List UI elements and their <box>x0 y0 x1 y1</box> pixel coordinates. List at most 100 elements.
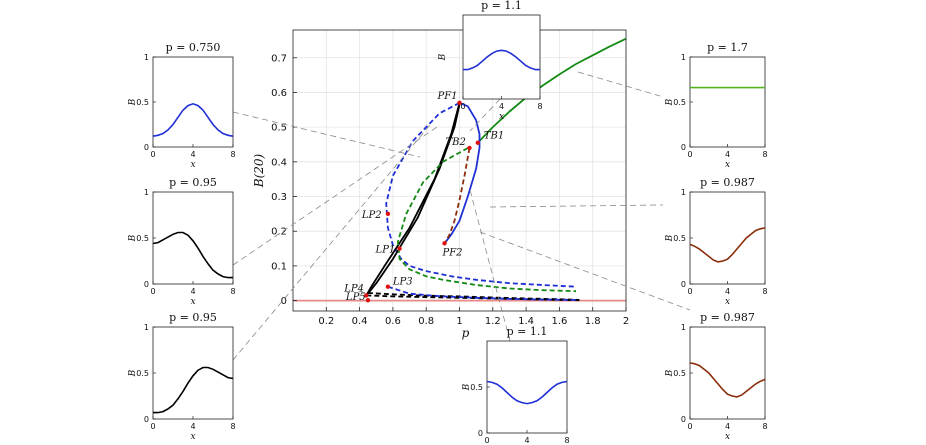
inset-title: p = 0.95 <box>169 176 217 189</box>
connector-line-6 <box>489 204 664 208</box>
inset-y-tick-label-1: 0.5 <box>673 98 686 107</box>
inset-y-tick-label-2: 1 <box>144 53 149 62</box>
y-tick-label-7: 0.7 <box>271 53 287 64</box>
point-label-TB1: TB1 <box>484 131 504 142</box>
point-label-LP2: LP2 <box>361 210 382 221</box>
inset-title: p = 0.987 <box>700 176 755 189</box>
inset-x-tick-label-0: 0 <box>150 422 155 431</box>
inset-x-tick-label-1: 4 <box>190 287 195 296</box>
point-label-PF1: PF1 <box>437 91 458 102</box>
inset-x-tick-label-1: 4 <box>725 287 730 296</box>
inset-x-tick-label-2: 8 <box>230 287 235 296</box>
inset-curve <box>153 366 234 414</box>
inset-x-tick-label-0: 0 <box>460 102 465 111</box>
inset-curve <box>689 227 766 263</box>
inset-y-tick-label-2: 1 <box>681 188 686 197</box>
inset-x-tick-label-0: 0 <box>484 436 489 445</box>
inset-y-label: B <box>462 383 472 391</box>
inset-y-tick-label-0: 0 <box>681 415 686 424</box>
inset-box <box>462 14 541 100</box>
branch-3 <box>385 102 577 288</box>
point-TB1 <box>475 140 481 145</box>
inset-x-label: x <box>725 297 730 307</box>
inset-x-tick-label-1: 4 <box>725 422 730 431</box>
inset-x-tick-label-2: 8 <box>762 422 767 431</box>
inset-title: p = 1.1 <box>481 0 522 12</box>
inset-y-tick-label-1: 0.5 <box>673 369 686 378</box>
inset-y-label: B <box>438 53 448 61</box>
inset-y-label: B <box>665 369 675 377</box>
point-label-LP4: LP4 <box>343 283 364 294</box>
inset-p11top: p = 1.1 0 4 8 x B <box>438 0 543 122</box>
point-PF1 <box>457 100 462 106</box>
inset-x-tick-label-2: 8 <box>762 150 767 159</box>
point-LP4 <box>364 293 369 298</box>
point-label-LP5: LP5 <box>345 292 366 303</box>
x-tick-label-8: 1.8 <box>585 316 601 327</box>
inset-y-tick-label-1: 0.5 <box>136 234 149 243</box>
point-LP3 <box>385 284 391 289</box>
connector-line-5 <box>577 71 661 97</box>
inset-x-tick-label-1: 4 <box>190 150 195 159</box>
branch-6 <box>397 147 577 293</box>
inset-y-tick-label-0: 0 <box>681 143 686 152</box>
inset-p0987a: p = 0.987 0 4 8 0 0.5 1 x B <box>665 176 768 307</box>
inset-x-tick-label-0: 0 <box>150 287 155 296</box>
inset-title: p = 1.7 <box>707 41 748 54</box>
x-tick-label-4: 1 <box>456 316 462 327</box>
connector-line-0 <box>232 111 421 158</box>
inset-y-tick-label-0: 0 <box>681 280 686 289</box>
inset-y-tick-label-2: 1 <box>681 323 686 332</box>
inset-y-label: B <box>128 98 138 106</box>
point-label-LP1: LP1 <box>375 245 396 256</box>
point-LP5 <box>365 298 371 303</box>
inset-x-label: x <box>725 432 730 442</box>
inset-y-label: B <box>128 369 138 377</box>
inset-p0750: p = 0.750 0 4 8 0 0.5 1 x B <box>128 41 236 170</box>
inset-x-label: x <box>725 160 730 170</box>
branch-2 <box>443 102 481 244</box>
inset-y-tick-label-2: 1 <box>144 188 149 197</box>
connector-line-7 <box>479 231 691 311</box>
y-tick-label-1: 0.1 <box>271 261 287 272</box>
y-tick-label-0: 0 <box>281 296 287 307</box>
y-tick-label-6: 0.6 <box>271 88 287 99</box>
inset-title: p = 0.95 <box>169 311 217 324</box>
inset-title: p = 0.750 <box>166 41 221 54</box>
inset-x-label: x <box>190 297 195 307</box>
inset-y-tick-label-2: 1 <box>144 323 149 332</box>
inset-x-tick-label-0: 0 <box>687 422 692 431</box>
inset-y-label: B <box>665 98 675 106</box>
y-axis-label: B(20) <box>252 153 266 188</box>
inset-x-tick-label-2: 8 <box>762 287 767 296</box>
connector-line-4 <box>469 189 511 342</box>
inset-p0987b: p = 0.987 0 4 8 0 0.5 1 x B <box>665 311 768 442</box>
inset-x-tick-label-1: 4 <box>499 102 504 111</box>
x-tick-label-7: 1.6 <box>551 316 567 327</box>
branch-1 <box>477 37 627 144</box>
inset-y-tick-label-0: 0 <box>144 143 149 152</box>
inset-x-label: x <box>499 112 504 122</box>
inset-box <box>689 56 766 148</box>
inset-x-tick-label-0: 0 <box>687 150 692 159</box>
inset-curve <box>463 49 540 71</box>
inset-y-tick-label-1: 0.5 <box>136 98 149 107</box>
x-tick-label-2: 0.6 <box>385 316 401 327</box>
y-tick-label-2: 0.2 <box>271 227 287 238</box>
inset-x-tick-label-1: 4 <box>190 422 195 431</box>
inset-y-label: B <box>665 234 675 242</box>
inset-curve <box>152 231 233 279</box>
main-plot: 0.2 0.4 0.6 0.8 1 1.2 1.4 1.6 1.8 2 0 0.1 0.2 0.3 0.4 0… <box>252 29 629 340</box>
point-label-TB2: TB2 <box>445 137 465 148</box>
inset-x-tick-label-0: 0 <box>150 150 155 159</box>
inset-box <box>689 326 766 420</box>
x-tick-label-1: 0.4 <box>352 316 368 327</box>
inset-x-tick-label-1: 4 <box>725 150 730 159</box>
x-tick-label-9: 2 <box>623 316 629 327</box>
inset-y-label: B <box>128 234 138 242</box>
inset-box <box>152 56 234 148</box>
branch-10 <box>387 285 577 301</box>
y-tick-label-4: 0.4 <box>271 157 287 168</box>
